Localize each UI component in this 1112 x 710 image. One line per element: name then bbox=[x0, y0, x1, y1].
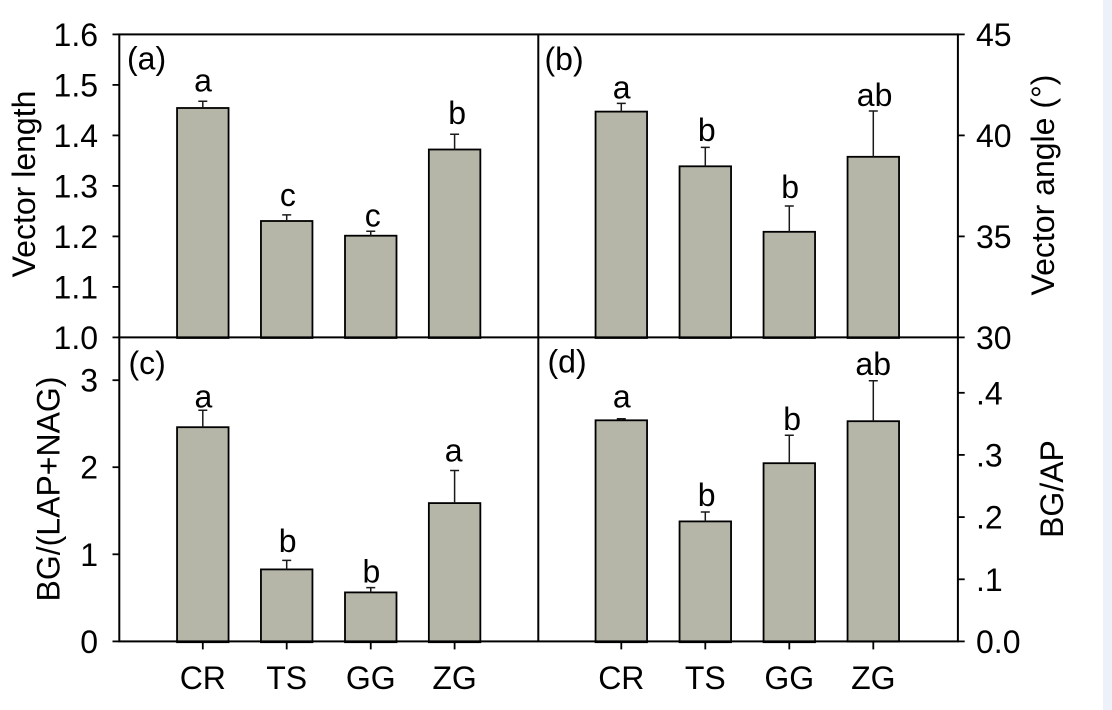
svg-text:2: 2 bbox=[80, 450, 98, 486]
svg-text:c: c bbox=[280, 177, 296, 213]
svg-text:b: b bbox=[783, 401, 801, 437]
svg-text:(c): (c) bbox=[129, 345, 166, 381]
svg-text:1.6: 1.6 bbox=[54, 17, 98, 53]
svg-text:1: 1 bbox=[80, 537, 98, 573]
svg-text:(d): (d) bbox=[548, 344, 587, 380]
svg-text:b: b bbox=[279, 523, 297, 559]
svg-text:.3: .3 bbox=[976, 437, 1003, 473]
svg-text:.2: .2 bbox=[976, 500, 1003, 536]
svg-text:BG/(LAP+NAG): BG/(LAP+NAG) bbox=[31, 377, 67, 602]
svg-text:Vector length: Vector length bbox=[6, 91, 42, 278]
svg-text:45: 45 bbox=[976, 17, 1012, 53]
svg-text:35: 35 bbox=[976, 219, 1012, 255]
svg-text:a: a bbox=[194, 63, 212, 99]
svg-text:CR: CR bbox=[180, 660, 226, 696]
svg-text:1.1: 1.1 bbox=[54, 269, 98, 305]
svg-text:1.3: 1.3 bbox=[54, 168, 98, 204]
svg-text:ZG: ZG bbox=[432, 660, 476, 696]
svg-text:(a): (a) bbox=[127, 41, 166, 77]
svg-text:.1: .1 bbox=[976, 562, 1003, 598]
svg-text:a: a bbox=[613, 379, 631, 415]
svg-text:40: 40 bbox=[976, 118, 1012, 154]
svg-text:b: b bbox=[781, 169, 799, 205]
svg-text:.4: .4 bbox=[976, 375, 1003, 411]
svg-text:a: a bbox=[613, 70, 631, 106]
svg-text:1.4: 1.4 bbox=[54, 118, 98, 154]
svg-text:ZG: ZG bbox=[851, 660, 895, 696]
svg-text:b: b bbox=[363, 554, 381, 590]
svg-text:CR: CR bbox=[598, 660, 644, 696]
svg-text:TS: TS bbox=[685, 660, 726, 696]
svg-text:b: b bbox=[698, 112, 716, 148]
svg-text:Vector angle (°): Vector angle (°) bbox=[1025, 75, 1061, 296]
svg-text:b: b bbox=[448, 95, 466, 131]
svg-text:ab: ab bbox=[857, 77, 893, 113]
svg-text:ab: ab bbox=[855, 346, 891, 382]
svg-text:TS: TS bbox=[266, 660, 307, 696]
svg-text:1.2: 1.2 bbox=[54, 219, 98, 255]
svg-text:1.0: 1.0 bbox=[54, 320, 98, 356]
svg-text:c: c bbox=[365, 198, 381, 234]
svg-text:3: 3 bbox=[80, 363, 98, 399]
svg-text:a: a bbox=[445, 433, 463, 469]
svg-text:1.5: 1.5 bbox=[54, 67, 98, 103]
svg-text:(b): (b) bbox=[545, 41, 584, 77]
svg-text:0.0: 0.0 bbox=[976, 624, 1020, 660]
svg-text:b: b bbox=[698, 477, 716, 513]
svg-text:a: a bbox=[195, 379, 213, 415]
svg-text:0: 0 bbox=[80, 624, 98, 660]
svg-text:GG: GG bbox=[346, 660, 396, 696]
svg-text:30: 30 bbox=[976, 320, 1012, 356]
svg-text:GG: GG bbox=[764, 660, 814, 696]
svg-text:BG/AP: BG/AP bbox=[1034, 440, 1070, 538]
